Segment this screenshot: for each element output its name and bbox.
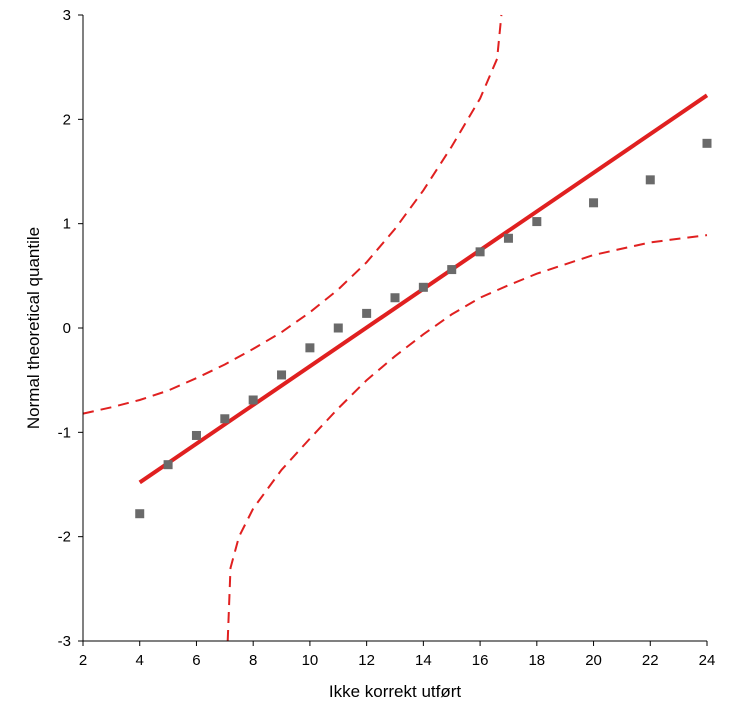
data-point (589, 198, 599, 208)
y-tick-label: -1 (58, 424, 71, 441)
data-point (447, 265, 457, 275)
x-tick-label: 8 (249, 652, 257, 669)
y-tick-label: 0 (63, 320, 71, 337)
data-point (220, 414, 230, 424)
data-point (191, 430, 201, 440)
upper-confidence-band (82, 14, 503, 415)
lower-confidence-band (226, 234, 708, 642)
x-tick-label: 2 (79, 652, 87, 669)
data-point (532, 217, 542, 227)
data-point (503, 233, 513, 243)
y-tick-label: -3 (58, 633, 71, 650)
data-point (418, 282, 428, 292)
confidence-band-layer (82, 14, 708, 642)
y-tick-label: 2 (63, 111, 71, 128)
data-point (645, 175, 655, 185)
x-tick-label: 12 (358, 652, 375, 669)
data-point (135, 509, 145, 519)
x-tick-label: 20 (585, 652, 602, 669)
x-tick-label: 16 (472, 652, 489, 669)
axes-layer (82, 15, 707, 642)
x-tick-label: 4 (136, 652, 144, 669)
data-point (362, 308, 372, 318)
data-point (333, 323, 343, 333)
x-axis-title: Ikke korrekt utført (329, 682, 462, 701)
data-point (305, 343, 315, 353)
x-tick-label: 14 (415, 652, 432, 669)
data-points-layer (135, 138, 712, 519)
data-point (475, 247, 485, 257)
y-axis-title: Normal theoretical quantile (24, 227, 43, 429)
x-tick-label: 24 (699, 652, 716, 669)
y-tick-label: 3 (63, 7, 71, 24)
x-tick-label: 6 (192, 652, 200, 669)
data-point (277, 370, 287, 380)
data-point (390, 293, 400, 303)
y-tick-label: 1 (63, 216, 71, 233)
data-point (702, 138, 712, 148)
data-point (248, 395, 258, 405)
y-tick-label: -2 (58, 529, 71, 546)
x-tick-label: 22 (642, 652, 659, 669)
x-tick-label: 18 (528, 652, 545, 669)
x-tick-label: 10 (302, 652, 319, 669)
data-point (163, 460, 173, 470)
